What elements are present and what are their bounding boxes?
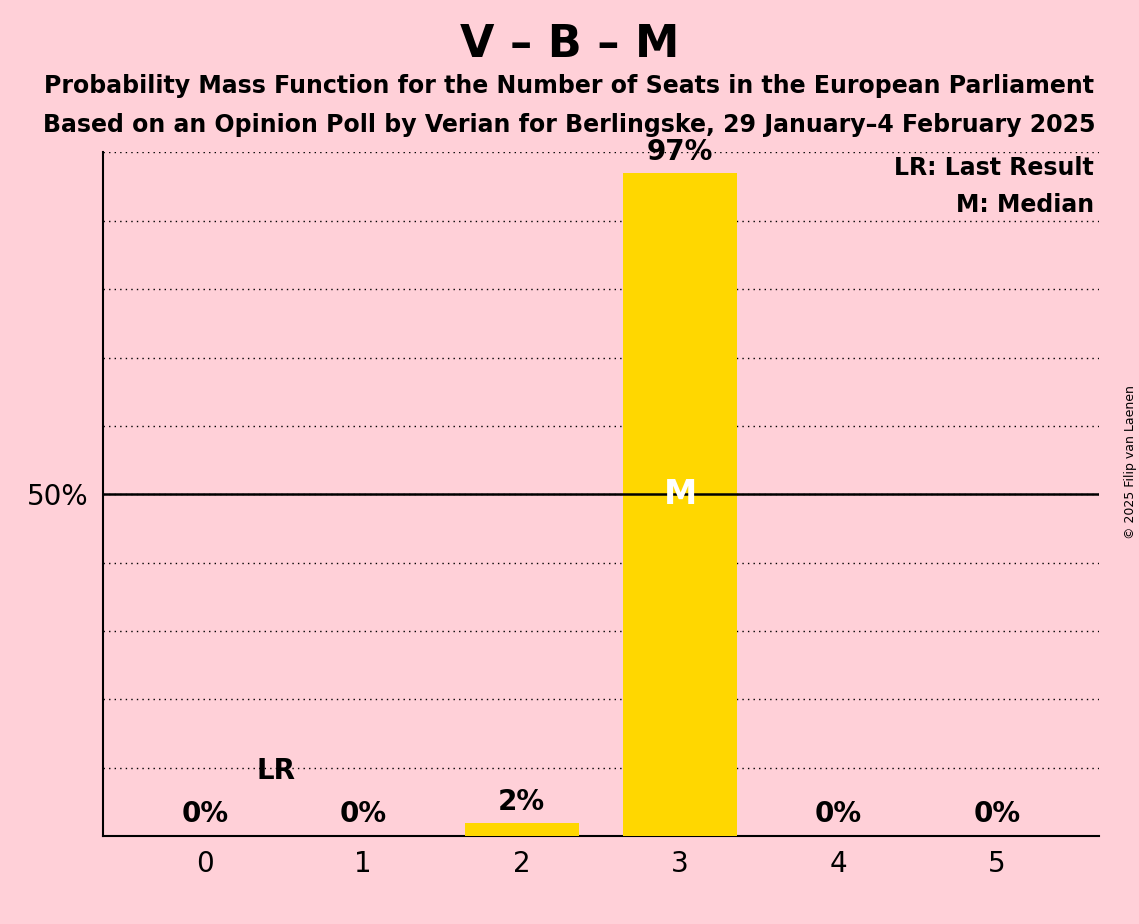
Text: V – B – M: V – B – M	[460, 23, 679, 67]
Text: LR: LR	[256, 758, 296, 785]
Text: M: Median: M: Median	[956, 193, 1095, 217]
Text: 2%: 2%	[498, 787, 546, 816]
Bar	[623, 173, 737, 836]
Text: 0%: 0%	[339, 800, 387, 828]
Text: LR: Last Result: LR: Last Result	[894, 156, 1095, 180]
Text: Based on an Opinion Poll by Verian for Berlingske, 29 January–4 February 2025: Based on an Opinion Poll by Verian for B…	[43, 113, 1096, 137]
Text: 97%: 97%	[647, 138, 713, 166]
Text: Probability Mass Function for the Number of Seats in the European Parliament: Probability Mass Function for the Number…	[44, 74, 1095, 98]
Text: 0%: 0%	[181, 800, 229, 828]
Text: 0%: 0%	[973, 800, 1021, 828]
Bar	[465, 822, 579, 836]
Text: M: M	[663, 478, 697, 511]
Text: 0%: 0%	[814, 800, 862, 828]
Text: © 2025 Filip van Laenen: © 2025 Filip van Laenen	[1124, 385, 1137, 539]
